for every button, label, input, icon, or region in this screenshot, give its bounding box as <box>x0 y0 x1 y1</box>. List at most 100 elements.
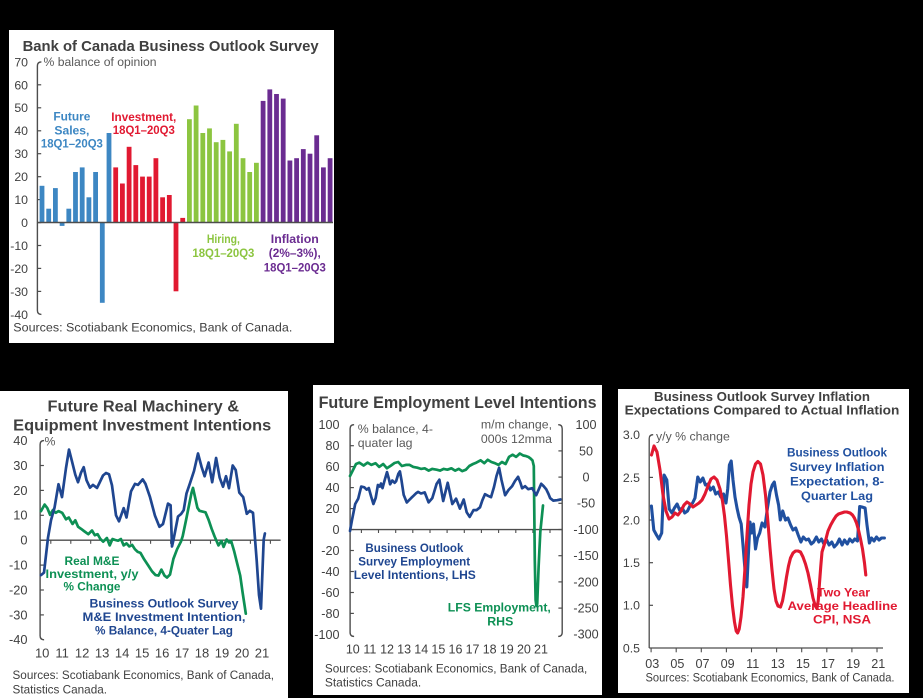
svg-text:10: 10 <box>35 646 49 661</box>
svg-text:% Change: % Change <box>64 579 121 593</box>
svg-text:19: 19 <box>500 643 514 657</box>
svg-text:Real M&E: Real M&E <box>65 554 120 568</box>
svg-text:-200: -200 <box>573 575 598 589</box>
svg-text:18: 18 <box>483 643 497 657</box>
svg-text:m/m change,: m/m change, <box>481 417 552 431</box>
svg-text:-40: -40 <box>321 565 339 579</box>
svg-text:-60: -60 <box>321 586 339 600</box>
svg-text:21: 21 <box>534 643 548 657</box>
svg-text:17: 17 <box>466 643 480 657</box>
svg-text:10: 10 <box>14 193 28 207</box>
svg-text:Sources: Scotiabank Economics,: Sources: Scotiabank Economics, Bank of C… <box>13 668 275 682</box>
svg-text:18Q1–20Q3: 18Q1–20Q3 <box>41 137 103 151</box>
svg-text:(2%–3%),: (2%–3%), <box>269 246 321 260</box>
svg-text:50: 50 <box>14 101 28 115</box>
svg-text:Survey Inflation: Survey Inflation <box>790 460 885 474</box>
svg-text:05: 05 <box>670 657 684 671</box>
svg-text:2.0: 2.0 <box>623 513 640 527</box>
svg-text:20: 20 <box>325 502 339 516</box>
svg-text:-40: -40 <box>9 632 28 647</box>
svg-text:Business Outlook Survey Inflat: Business Outlook Survey Inflation <box>654 389 870 404</box>
svg-text:03: 03 <box>645 657 659 671</box>
svg-text:-80: -80 <box>321 607 339 621</box>
svg-text:-20: -20 <box>321 544 339 558</box>
svg-text:21: 21 <box>255 646 269 661</box>
svg-text:Future Real Machinery &: Future Real Machinery & <box>48 399 240 416</box>
svg-text:70: 70 <box>14 55 28 69</box>
svg-text:Bank of Canada Business Outloo: Bank of Canada Business Outlook Survey <box>23 39 320 55</box>
svg-text:14: 14 <box>414 643 428 657</box>
svg-text:20: 20 <box>235 646 249 661</box>
svg-text:80: 80 <box>325 439 339 453</box>
svg-text:16: 16 <box>449 643 463 657</box>
svg-text:Level Intentions, LHS: Level Intentions, LHS <box>354 568 476 582</box>
svg-text:20: 20 <box>14 170 28 184</box>
svg-text:Hiring,: Hiring, <box>207 232 240 246</box>
svg-text:0: 0 <box>21 216 28 230</box>
svg-text:-150: -150 <box>573 549 598 563</box>
svg-text:LFS Employment,: LFS Employment, <box>448 601 551 615</box>
svg-text:Sales,: Sales, <box>54 123 89 137</box>
svg-text:Statistics Canada.: Statistics Canada. <box>325 676 421 690</box>
svg-text:Sources: Scotiabank Economics,: Sources: Scotiabank Economics, Bank of C… <box>646 671 895 685</box>
svg-text:-100: -100 <box>314 628 339 642</box>
svg-text:50: 50 <box>579 444 593 458</box>
svg-text:14: 14 <box>115 646 129 661</box>
svg-text:Future Employment Level Intent: Future Employment Level Intentions <box>319 394 597 412</box>
svg-text:100: 100 <box>318 418 339 432</box>
svg-text:1.0: 1.0 <box>623 599 640 613</box>
svg-text:10: 10 <box>13 508 27 523</box>
svg-text:40: 40 <box>13 433 27 448</box>
svg-text:Average Headline: Average Headline <box>788 599 898 613</box>
svg-text:09: 09 <box>721 657 735 671</box>
svg-text:Business Outlook: Business Outlook <box>787 446 887 460</box>
svg-text:0: 0 <box>582 471 589 485</box>
svg-text:Investment,: Investment, <box>111 110 176 124</box>
svg-text:10: 10 <box>346 643 360 657</box>
svg-text:000s 12mma: 000s 12mma <box>481 432 552 446</box>
svg-text:13: 13 <box>397 643 411 657</box>
svg-text:40: 40 <box>325 481 339 495</box>
svg-text:Sources: Scotiabank Economics,: Sources: Scotiabank Economics, Bank of C… <box>325 662 587 676</box>
svg-text:17: 17 <box>175 646 189 661</box>
svg-text:15: 15 <box>796 657 810 671</box>
svg-text:-40: -40 <box>10 308 28 322</box>
svg-text:% Balance, 4-Quater Lag: % Balance, 4-Quater Lag <box>95 623 233 637</box>
svg-text:%: % <box>45 435 56 449</box>
svg-text:20: 20 <box>517 643 531 657</box>
svg-text:12: 12 <box>75 646 89 661</box>
svg-text:y/y % change: y/y % change <box>656 430 730 444</box>
svg-text:Quarter Lag: Quarter Lag <box>801 489 873 503</box>
svg-text:3.0: 3.0 <box>623 428 640 442</box>
svg-text:0: 0 <box>332 523 339 537</box>
svg-text:-300: -300 <box>573 628 598 642</box>
svg-text:18Q1–20Q3: 18Q1–20Q3 <box>192 246 254 260</box>
svg-text:30: 30 <box>14 147 28 161</box>
svg-text:-20: -20 <box>9 582 28 597</box>
svg-text:Expectations Compared to Actua: Expectations Compared to Actual Inflatio… <box>625 402 900 417</box>
svg-text:19: 19 <box>846 657 860 671</box>
svg-text:-30: -30 <box>9 607 28 622</box>
svg-text:-50: -50 <box>577 497 595 511</box>
svg-text:% balance, 4-: % balance, 4- <box>358 422 433 436</box>
svg-text:0: 0 <box>20 533 27 548</box>
svg-text:18Q1–20Q3: 18Q1–20Q3 <box>264 260 326 274</box>
svg-text:11: 11 <box>55 646 69 661</box>
svg-text:Sources: Scotiabank Economics,: Sources: Scotiabank Economics, Bank of C… <box>13 320 292 334</box>
svg-text:60: 60 <box>325 460 339 474</box>
svg-text:40: 40 <box>14 124 28 138</box>
svg-text:60: 60 <box>14 78 28 92</box>
svg-text:13: 13 <box>95 646 109 661</box>
svg-text:16: 16 <box>155 646 169 661</box>
svg-text:-100: -100 <box>573 523 598 537</box>
svg-text:30: 30 <box>13 458 27 473</box>
svg-text:% balance of opinion: % balance of opinion <box>44 55 157 69</box>
svg-text:12: 12 <box>380 643 394 657</box>
svg-text:RHS: RHS <box>487 615 513 629</box>
svg-text:17: 17 <box>821 657 835 671</box>
svg-text:quater lag: quater lag <box>358 436 413 450</box>
svg-text:Inflation: Inflation <box>271 232 319 246</box>
svg-text:Survey Employment: Survey Employment <box>358 555 470 569</box>
svg-text:07: 07 <box>695 657 709 671</box>
svg-text:15: 15 <box>135 646 149 661</box>
